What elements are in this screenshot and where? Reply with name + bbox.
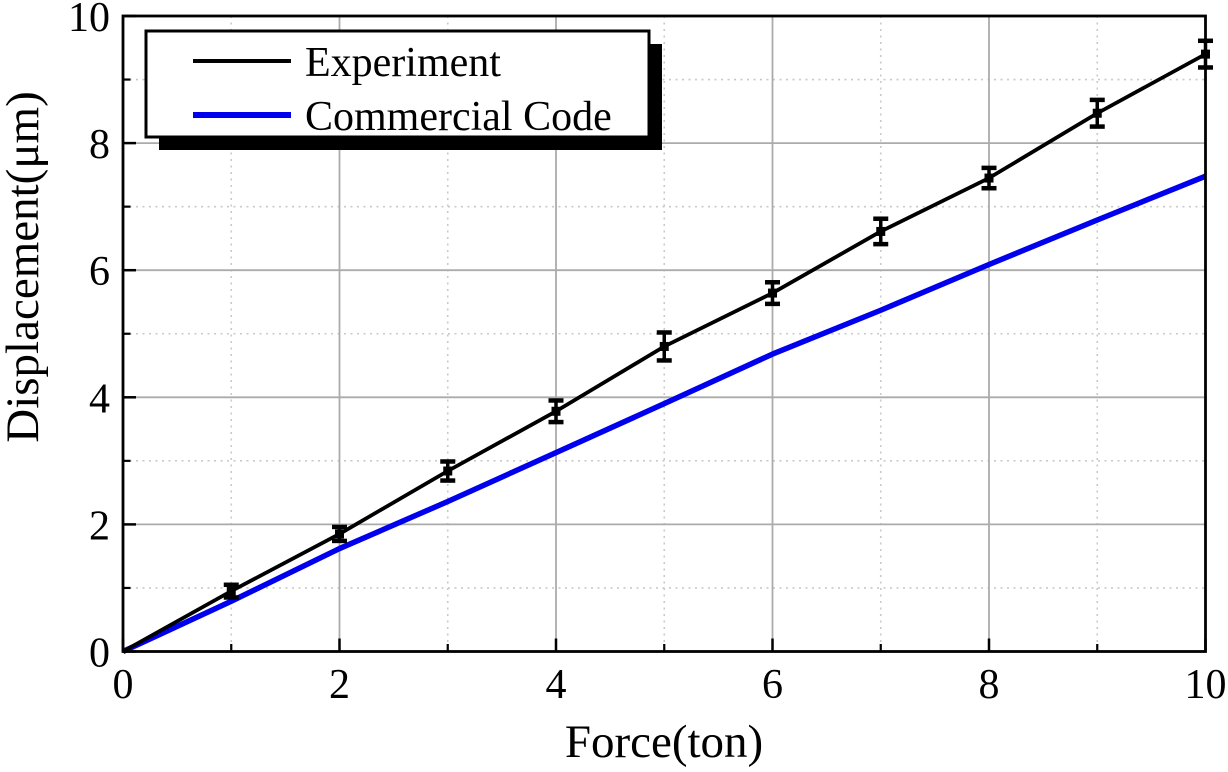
data-point-marker <box>768 288 777 298</box>
legend: Experiment Commercial Code <box>144 29 662 150</box>
x-tick-label: 8 <box>979 662 1000 708</box>
y-tick-label: 6 <box>89 249 110 295</box>
data-point-marker <box>226 586 236 596</box>
data-point-marker <box>984 173 994 183</box>
x-tick-label: 0 <box>113 662 134 708</box>
y-axis-title: Displacement(μm) <box>0 91 49 442</box>
legend-box <box>144 29 651 139</box>
data-point-marker <box>1092 108 1102 118</box>
y-tick-label: 10 <box>68 0 110 41</box>
legend-label-experiment: Experiment <box>305 40 501 86</box>
commercial-code-line <box>121 173 1207 654</box>
plot-canvas: 0 2 4 6 8 10 0 2 4 6 8 10 <box>68 0 1227 708</box>
x-tick-label: 2 <box>329 662 350 708</box>
y-tick-label: 0 <box>89 631 110 677</box>
y-tick-label: 2 <box>89 503 110 549</box>
y-tick-label: 8 <box>89 122 110 168</box>
data-point-marker <box>876 226 886 236</box>
x-tick-label: 10 <box>1185 662 1227 708</box>
data-point-marker <box>659 341 669 351</box>
x-tick-label: 4 <box>546 662 567 708</box>
data-point-marker <box>335 529 344 539</box>
legend-label-commercial: Commercial Code <box>305 94 612 140</box>
data-point-marker <box>443 466 453 476</box>
x-axis-title: Force(ton) <box>565 716 763 768</box>
y-tick-label: 4 <box>89 376 110 422</box>
x-tick-label: 6 <box>762 662 783 708</box>
data-point-marker <box>551 406 561 416</box>
